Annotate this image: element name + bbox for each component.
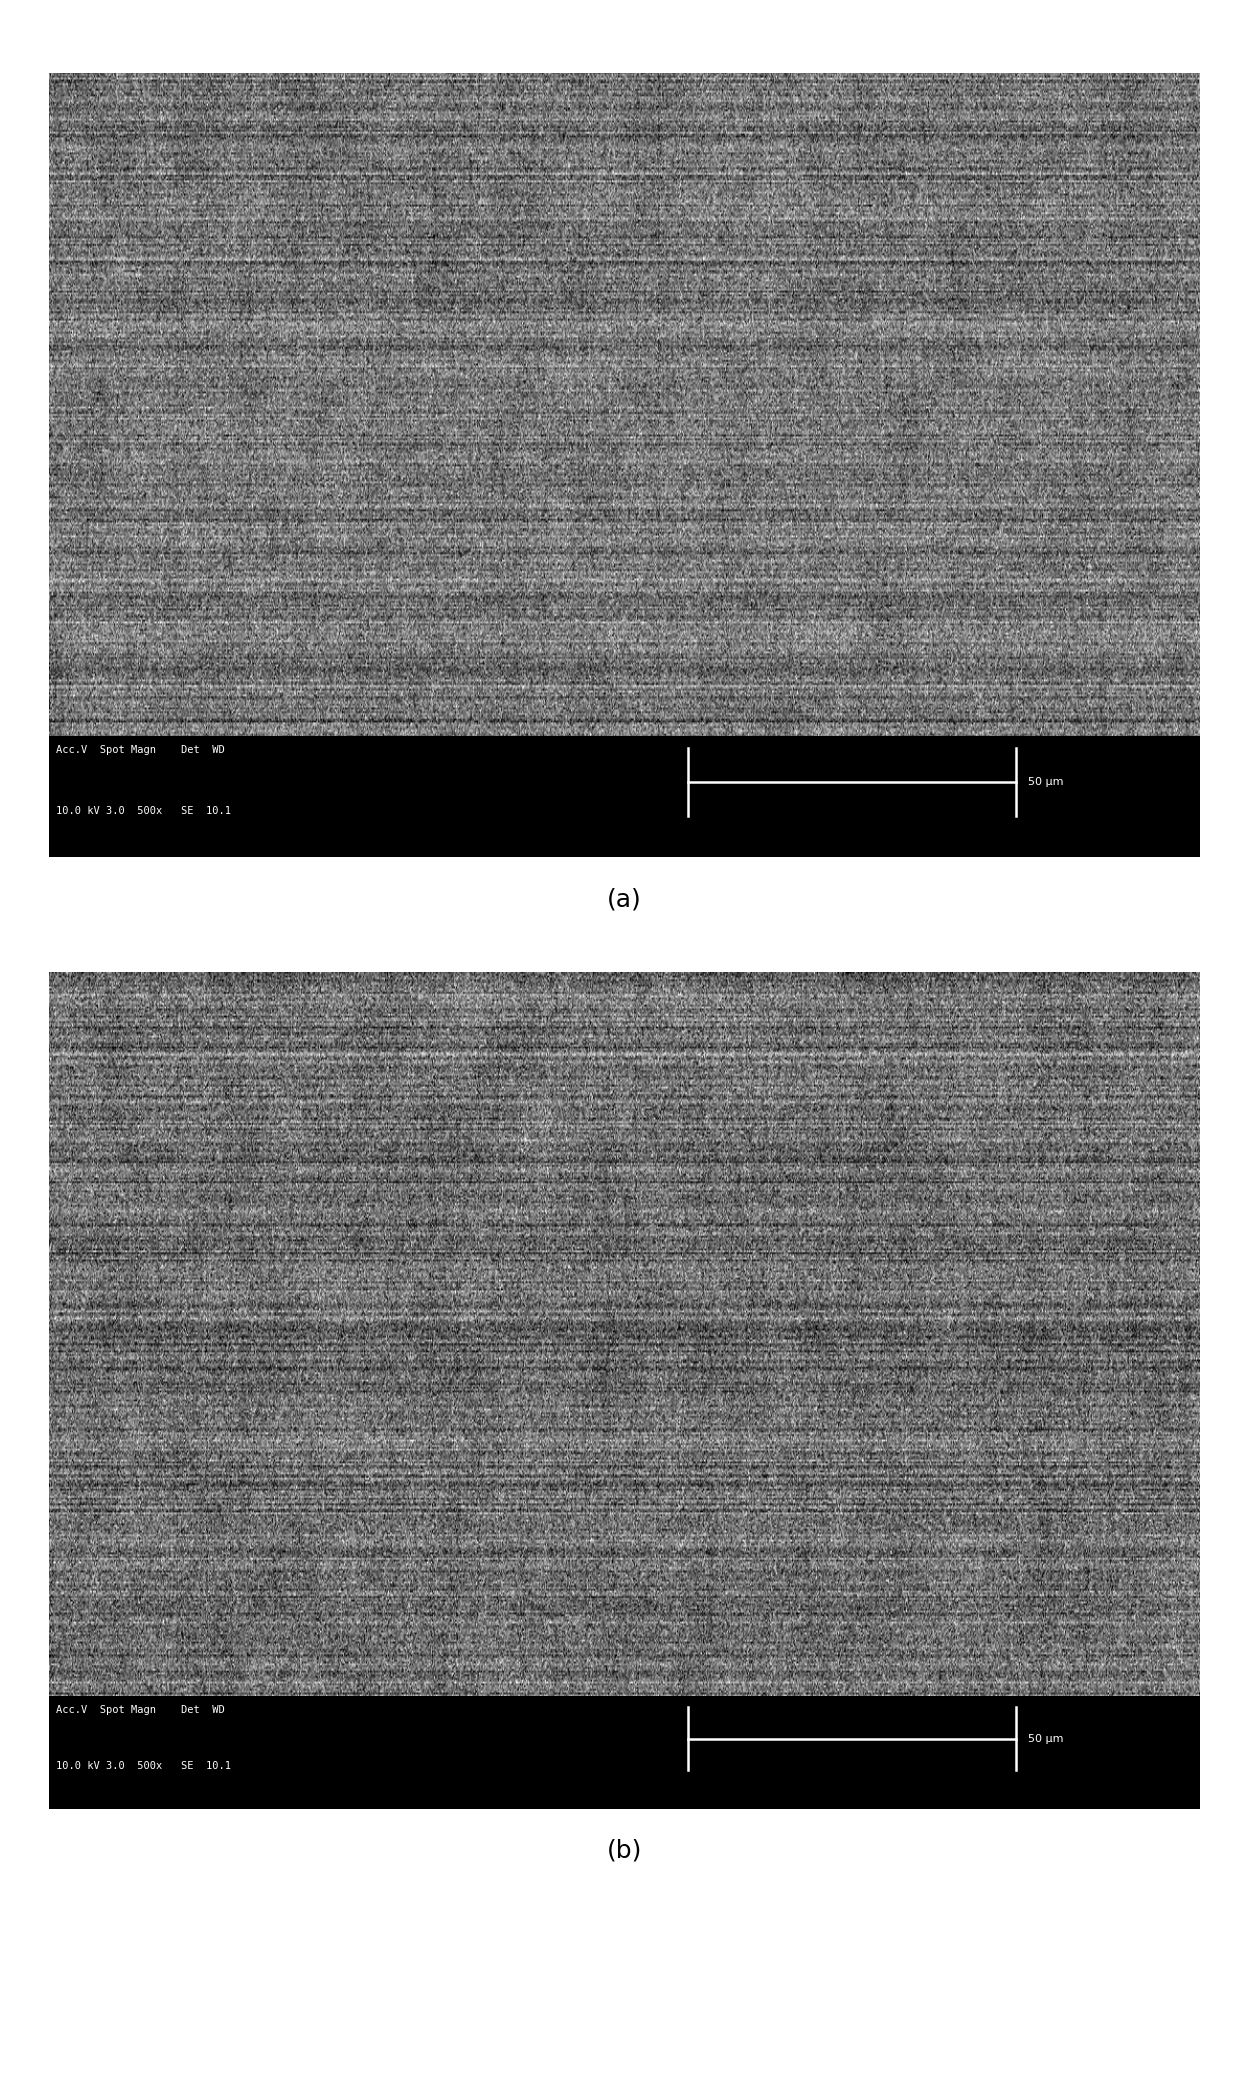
Text: (b): (b)	[607, 1838, 642, 1863]
Text: 50 μm: 50 μm	[1028, 778, 1064, 786]
Text: Acc.V  Spot Magn    Det  WD: Acc.V Spot Magn Det WD	[56, 746, 224, 755]
Text: 10.0 kV 3.0  500x   SE  10.1: 10.0 kV 3.0 500x SE 10.1	[56, 1761, 231, 1771]
Text: 10.0 kV 3.0  500x   SE  10.1: 10.0 kV 3.0 500x SE 10.1	[56, 807, 231, 815]
Text: 50 μm: 50 μm	[1028, 1733, 1064, 1744]
Bar	[49, 1696, 1200, 1809]
Text: Acc.V  Spot Magn    Det  WD: Acc.V Spot Magn Det WD	[56, 1704, 224, 1715]
Text: (a): (a)	[607, 887, 642, 912]
Bar	[49, 736, 1200, 857]
